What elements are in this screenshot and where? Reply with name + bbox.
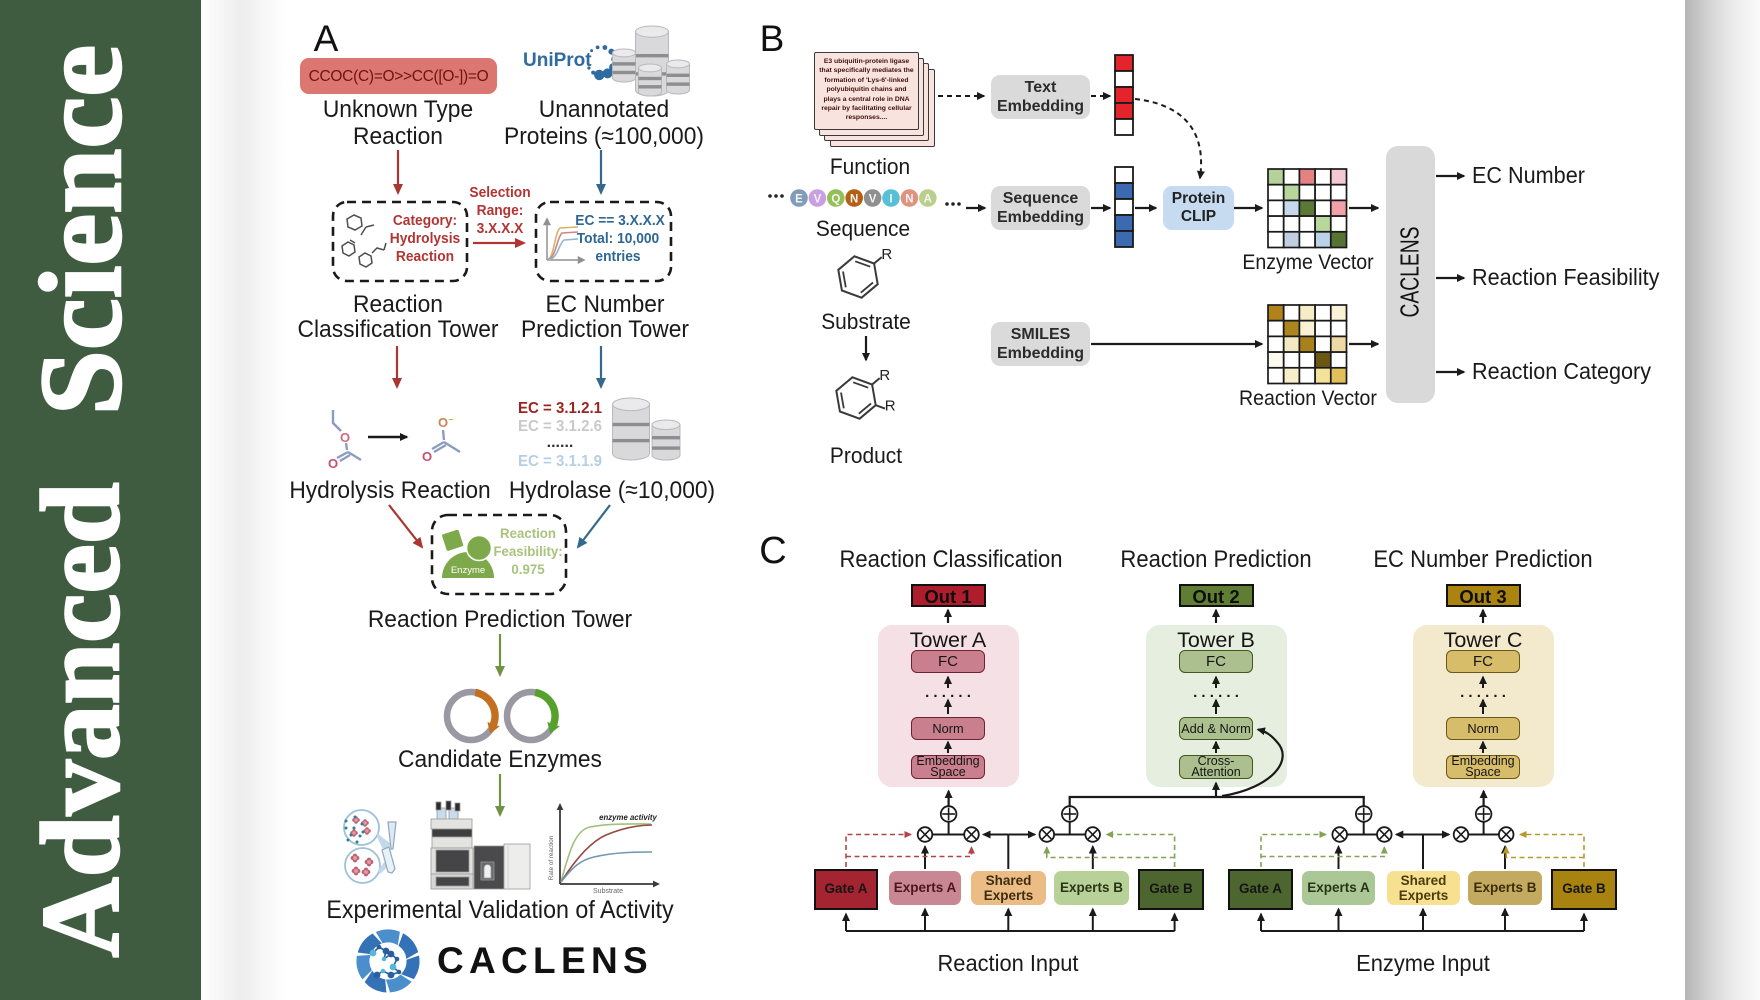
svg-text:N: N (850, 193, 858, 205)
svg-text:O: O (438, 415, 448, 430)
svg-text:Substrate: Substrate (593, 888, 623, 895)
svg-text:I: I (889, 193, 892, 205)
svg-text:N: N (905, 193, 913, 205)
svg-text:enzyme activity: enzyme activity (599, 813, 657, 822)
svg-text:E: E (795, 193, 803, 205)
svg-text:O: O (340, 430, 350, 445)
svg-text:R: R (885, 398, 896, 415)
svg-text:O: O (422, 449, 432, 464)
svg-text:–: – (448, 414, 453, 424)
svg-text:R: R (879, 367, 890, 384)
svg-text:A: A (924, 193, 932, 205)
svg-text:Enzyme: Enzyme (451, 565, 485, 576)
svg-text:R: R (881, 246, 892, 263)
svg-text:Rate of reaction: Rate of reaction (548, 835, 555, 880)
svg-text:Q: Q (831, 193, 840, 205)
svg-text:V: V (814, 193, 822, 205)
svg-text:O: O (328, 456, 338, 471)
svg-text:V: V (869, 193, 877, 205)
